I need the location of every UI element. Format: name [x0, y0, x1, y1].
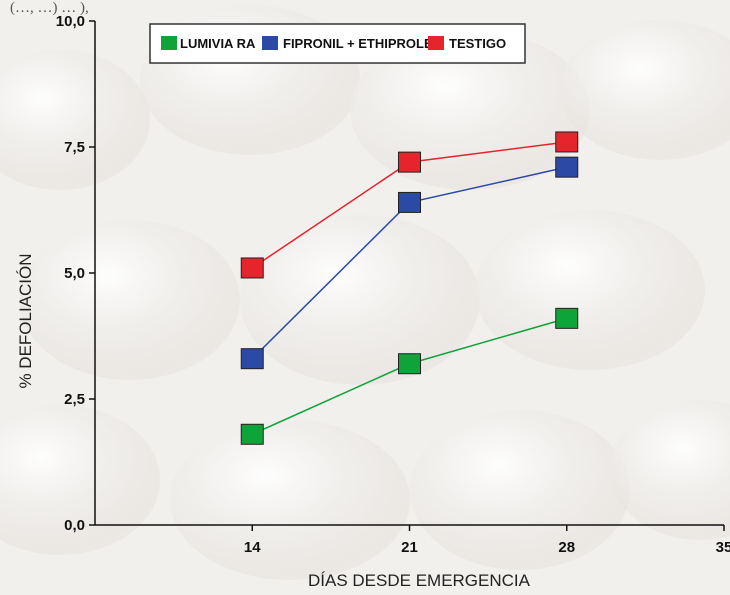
data-point-marker — [240, 423, 264, 445]
legend-label-fipronil: FIPRONIL + ETHIPROLE — [283, 36, 433, 51]
x-tick-label: 14 — [244, 539, 261, 556]
data-point-marker — [555, 156, 579, 178]
legend-swatch-fipronil — [262, 36, 278, 50]
series-layer — [240, 131, 579, 445]
y-ticks: 0,0 2,5 5,0 7,5 10,0 — [56, 13, 95, 534]
legend-label-testigo: TESTIGO — [449, 36, 506, 51]
y-tick-label: 10,0 — [56, 13, 85, 30]
series-line — [251, 317, 567, 435]
y-tick-label: 2,5 — [64, 391, 85, 408]
data-point-marker — [240, 257, 264, 279]
data-point-marker — [240, 348, 264, 370]
top-text-fragment: (…, …) … ), — [10, 0, 89, 16]
legend-label-lumivia: LUMIVIA RA — [180, 36, 256, 51]
legend-swatch-lumivia — [161, 36, 177, 50]
data-point-marker — [555, 307, 579, 329]
y-tick-label: 5,0 — [64, 265, 85, 282]
y-tick-label: 0,0 — [64, 517, 85, 534]
x-ticks: 14 21 28 35 — [244, 525, 730, 556]
axes — [94, 21, 724, 526]
x-axis-title: DÍAS DESDE EMERGENCIA — [308, 571, 531, 590]
data-point-marker — [398, 151, 421, 173]
y-tick-label: 7,5 — [64, 139, 85, 156]
data-point-marker — [398, 191, 421, 213]
legend-swatch-testigo — [428, 36, 444, 50]
legend: LUMIVIA RA FIPRONIL + ETHIPROLE TESTIGO — [149, 23, 526, 64]
x-tick-label: 35 — [716, 539, 730, 556]
y-axis-title: % DEFOLIACIÓN — [16, 253, 35, 388]
data-point-marker — [398, 353, 421, 375]
data-point-marker — [555, 131, 579, 153]
x-tick-label: 28 — [558, 539, 575, 556]
x-tick-label: 21 — [401, 539, 418, 556]
legend-box — [149, 23, 526, 64]
